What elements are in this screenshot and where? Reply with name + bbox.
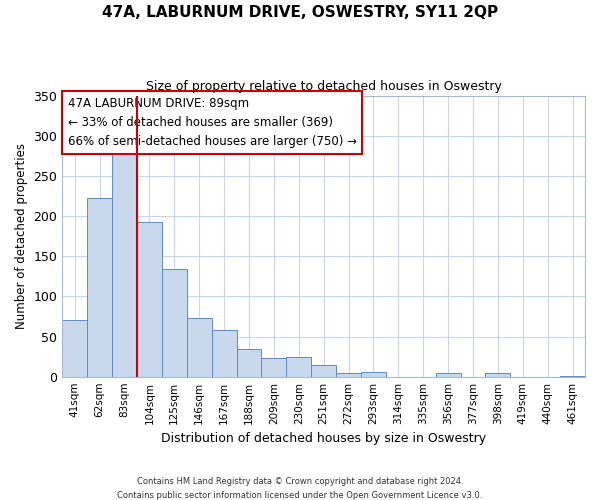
Text: 47A LABURNUM DRIVE: 89sqm
← 33% of detached houses are smaller (369)
66% of semi: 47A LABURNUM DRIVE: 89sqm ← 33% of detac… <box>68 97 356 148</box>
Text: 47A, LABURNUM DRIVE, OSWESTRY, SY11 2QP: 47A, LABURNUM DRIVE, OSWESTRY, SY11 2QP <box>102 5 498 20</box>
Bar <box>286 356 311 376</box>
Bar <box>361 372 386 376</box>
Bar <box>485 372 511 376</box>
Bar <box>162 269 187 376</box>
Title: Size of property relative to detached houses in Oswestry: Size of property relative to detached ho… <box>146 80 502 93</box>
Bar <box>311 364 336 376</box>
Bar <box>262 358 286 376</box>
Bar <box>336 372 361 376</box>
Bar <box>187 318 212 376</box>
Bar <box>212 330 236 376</box>
Bar <box>236 350 262 376</box>
Bar <box>137 222 162 376</box>
Bar <box>62 320 87 376</box>
Text: Contains HM Land Registry data © Crown copyright and database right 2024.
Contai: Contains HM Land Registry data © Crown c… <box>118 478 482 500</box>
Y-axis label: Number of detached properties: Number of detached properties <box>15 143 28 329</box>
Bar <box>112 152 137 376</box>
Bar <box>436 372 461 376</box>
X-axis label: Distribution of detached houses by size in Oswestry: Distribution of detached houses by size … <box>161 432 486 445</box>
Bar <box>87 198 112 376</box>
